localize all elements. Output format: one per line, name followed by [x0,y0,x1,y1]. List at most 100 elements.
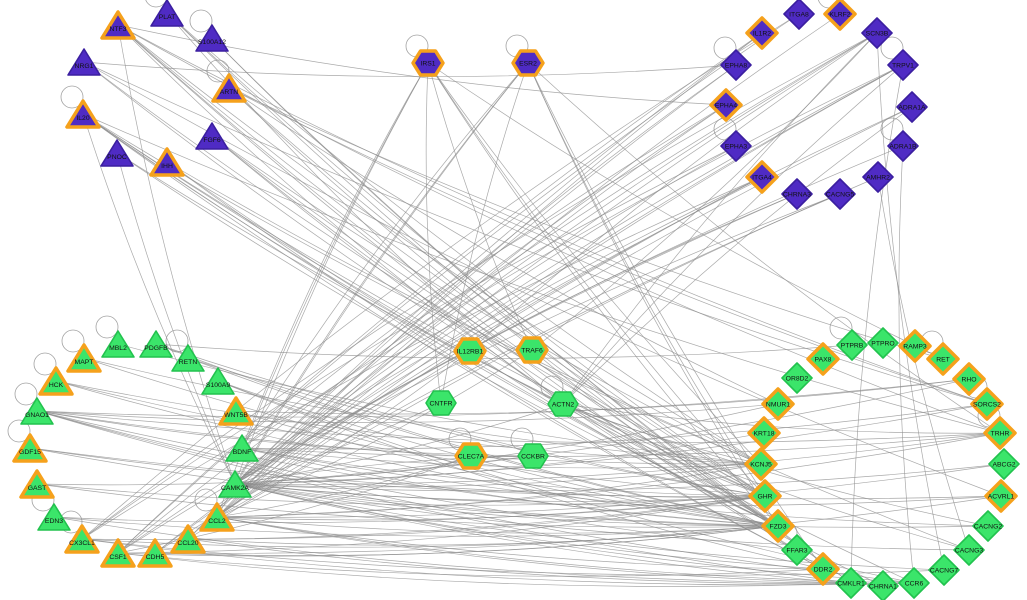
node-CACNG3[interactable] [953,534,985,566]
node-GDF15[interactable] [12,433,48,463]
node-KRT18[interactable] [747,416,781,450]
node-IL12RB1[interactable] [453,337,487,365]
node-CHRNA1[interactable] [867,570,899,600]
edge [241,447,989,527]
edge [234,483,1002,507]
node-TRAF6[interactable] [515,336,549,364]
node-PAX8[interactable] [806,342,840,376]
node-CMKLR1[interactable] [835,567,867,599]
node-PDGFB[interactable] [139,330,173,358]
node-RETN[interactable] [171,344,205,372]
edge [241,62,429,449]
node-FZD3[interactable] [761,509,795,543]
node-SCN3B[interactable] [861,17,893,49]
node-HCK[interactable] [38,366,74,396]
node-BDNF[interactable] [225,434,259,462]
node-IL20[interactable] [65,99,101,129]
node-EDN3[interactable] [37,503,71,531]
node-FFAR3[interactable] [781,534,813,566]
node-WNT5B[interactable] [218,396,254,426]
node-AMHR2[interactable] [862,161,894,193]
edge [117,13,800,554]
node-CCL20[interactable] [170,524,206,554]
node-ARTN[interactable] [211,73,247,103]
node-FGF6[interactable] [195,122,229,150]
node-ABCG2[interactable] [988,448,1020,480]
edge [217,380,779,527]
node-DDR2[interactable] [806,552,840,586]
edge [234,483,989,528]
edge [527,62,779,527]
node-KCNJ5[interactable] [744,447,778,481]
node-PNOC[interactable] [100,139,134,167]
node-CACNG7[interactable] [928,554,960,586]
edge [531,349,779,527]
self-loop-edge [14,382,38,406]
node-NMUR1[interactable] [761,387,795,421]
node-TRPV1[interactable] [887,49,919,81]
edge [83,61,779,527]
node-CHRNA3[interactable] [781,178,813,210]
node-CNTFR[interactable] [425,390,457,416]
edge [116,152,236,485]
node-ACVRL1[interactable] [984,479,1018,513]
self-loop-edge [61,329,85,353]
node-PTPRB[interactable] [836,329,868,361]
node-ACTN2[interactable] [547,391,579,417]
node-ADRA1B[interactable] [887,130,919,162]
edge [234,64,904,485]
edge [155,343,853,359]
node-EPHA8[interactable] [720,49,752,81]
node-PLAT[interactable] [150,0,184,27]
node-CX3CL1[interactable] [64,524,100,554]
node-CACNG5[interactable] [824,178,856,210]
node-MAPT[interactable] [66,343,102,373]
self-loop-edge [7,419,31,443]
node-GHR[interactable] [748,479,782,513]
node-CCL2[interactable] [199,502,235,532]
edge [55,380,779,527]
node-IRS1[interactable] [411,49,445,77]
node-CCR6[interactable] [898,567,930,599]
node-GAST[interactable] [19,469,55,499]
node-GNAO1[interactable] [20,397,54,425]
edge [187,13,841,540]
node-SORCS2[interactable] [970,387,1004,421]
node-EPHA3[interactable] [720,130,752,162]
node-S100A12[interactable] [195,24,229,52]
node-CACNG2[interactable] [972,510,1004,542]
node-CLEC7A[interactable] [454,442,488,470]
self-loop-edge [145,0,167,8]
node-ITGA4[interactable] [745,160,779,194]
node-ESR2[interactable] [511,49,545,77]
edge [36,410,762,465]
node-RAMP3[interactable] [898,329,932,363]
edge [216,516,915,584]
node-NTF3[interactable] [100,10,136,40]
node-RET[interactable] [926,342,960,376]
node-TRHR[interactable] [983,416,1017,450]
edge [83,61,766,497]
edge [469,32,878,352]
node-RHO[interactable] [952,362,986,396]
node-PTPRO[interactable] [867,327,899,359]
edge [562,403,1001,434]
edge [427,62,779,527]
node-EPHA4[interactable] [709,88,743,122]
node-OR8D2[interactable] [781,362,813,394]
node-NRG1[interactable] [67,48,101,76]
node-IHH[interactable] [149,147,185,177]
node-KLRF2[interactable] [823,0,857,31]
node-S100A9[interactable] [201,367,235,395]
node-IL1R2[interactable] [745,16,779,50]
node-CSF1[interactable] [100,538,136,568]
node-CCKBR[interactable] [517,443,549,469]
node-CAMK2A[interactable] [218,470,252,498]
node-MBL2[interactable] [101,330,135,358]
edge [562,32,878,405]
node-CDH5[interactable] [137,538,173,568]
node-ITGA8[interactable] [783,0,815,30]
node-ADRA1A[interactable] [896,91,928,123]
